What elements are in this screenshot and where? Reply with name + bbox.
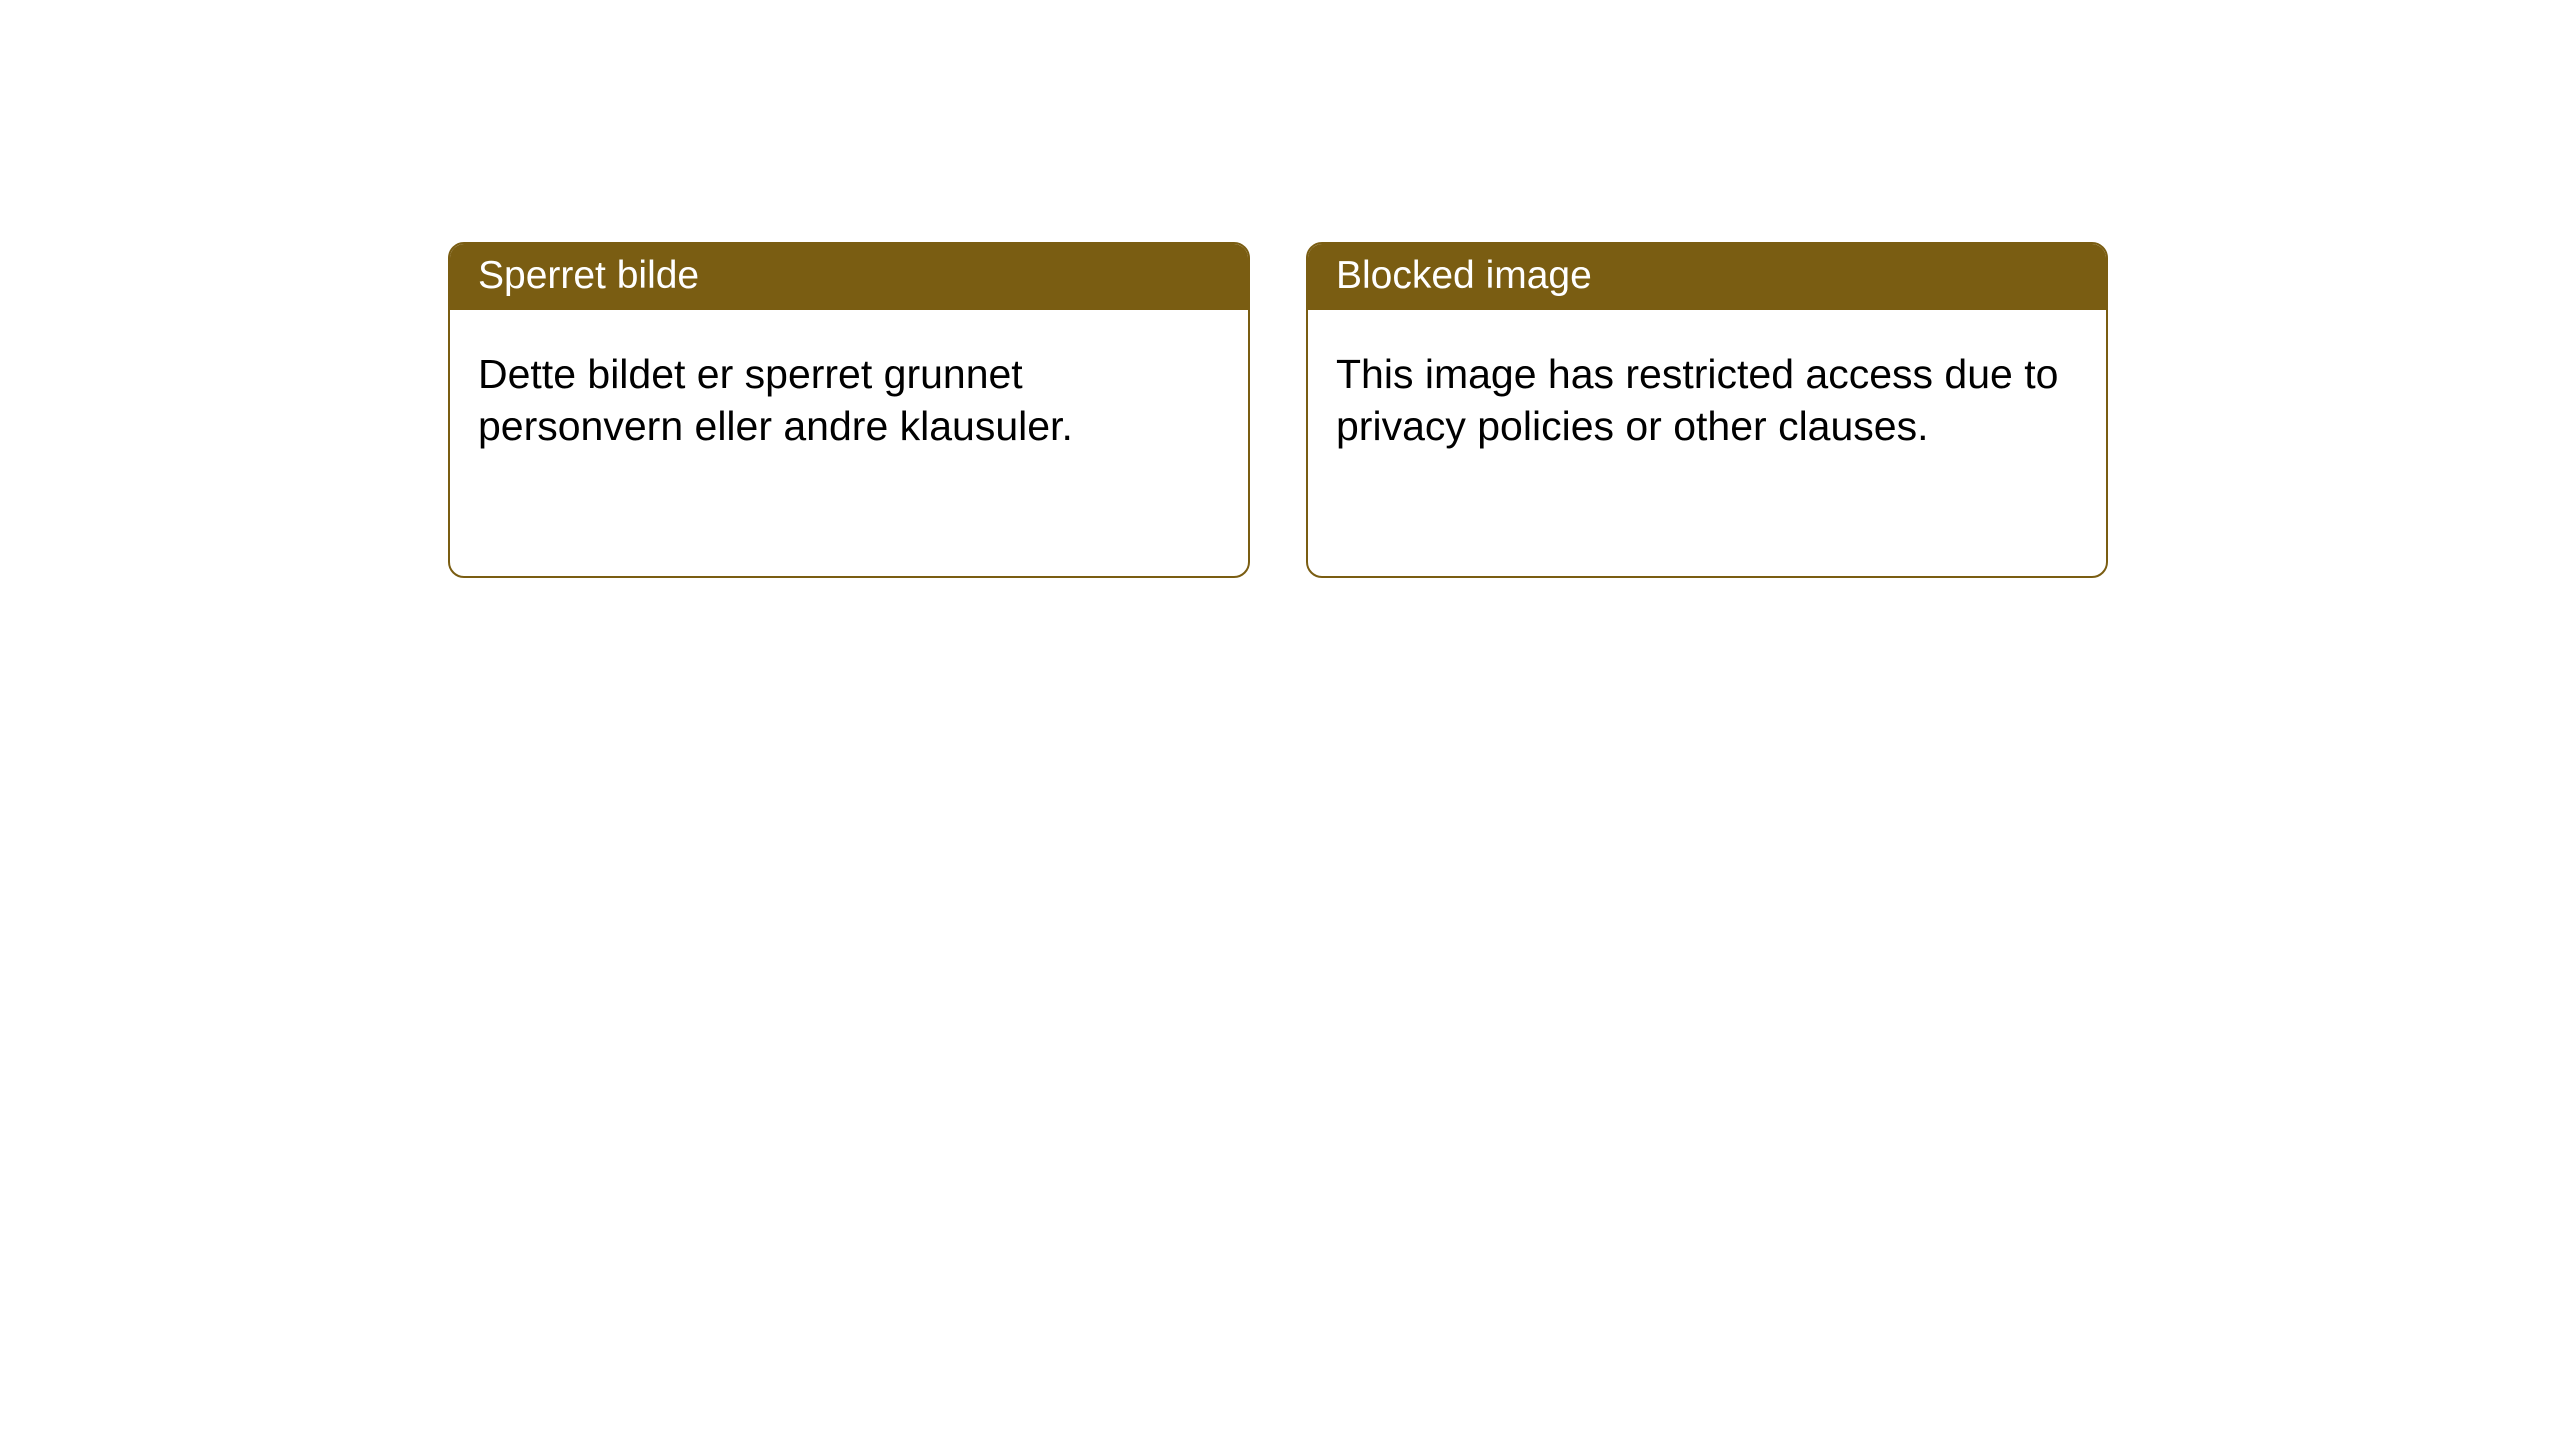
card-header-en: Blocked image (1308, 244, 2106, 310)
card-body-no: Dette bildet er sperret grunnet personve… (450, 310, 1248, 481)
card-title-en: Blocked image (1336, 254, 1592, 297)
blocked-image-card-en: Blocked image This image has restricted … (1306, 242, 2108, 578)
card-title-no: Sperret bilde (478, 254, 699, 297)
cards-container: Sperret bilde Dette bildet er sperret gr… (0, 0, 2560, 578)
blocked-image-card-no: Sperret bilde Dette bildet er sperret gr… (448, 242, 1250, 578)
card-header-no: Sperret bilde (450, 244, 1248, 310)
card-message-en: This image has restricted access due to … (1336, 351, 2058, 449)
card-body-en: This image has restricted access due to … (1308, 310, 2106, 481)
card-message-no: Dette bildet er sperret grunnet personve… (478, 351, 1073, 449)
